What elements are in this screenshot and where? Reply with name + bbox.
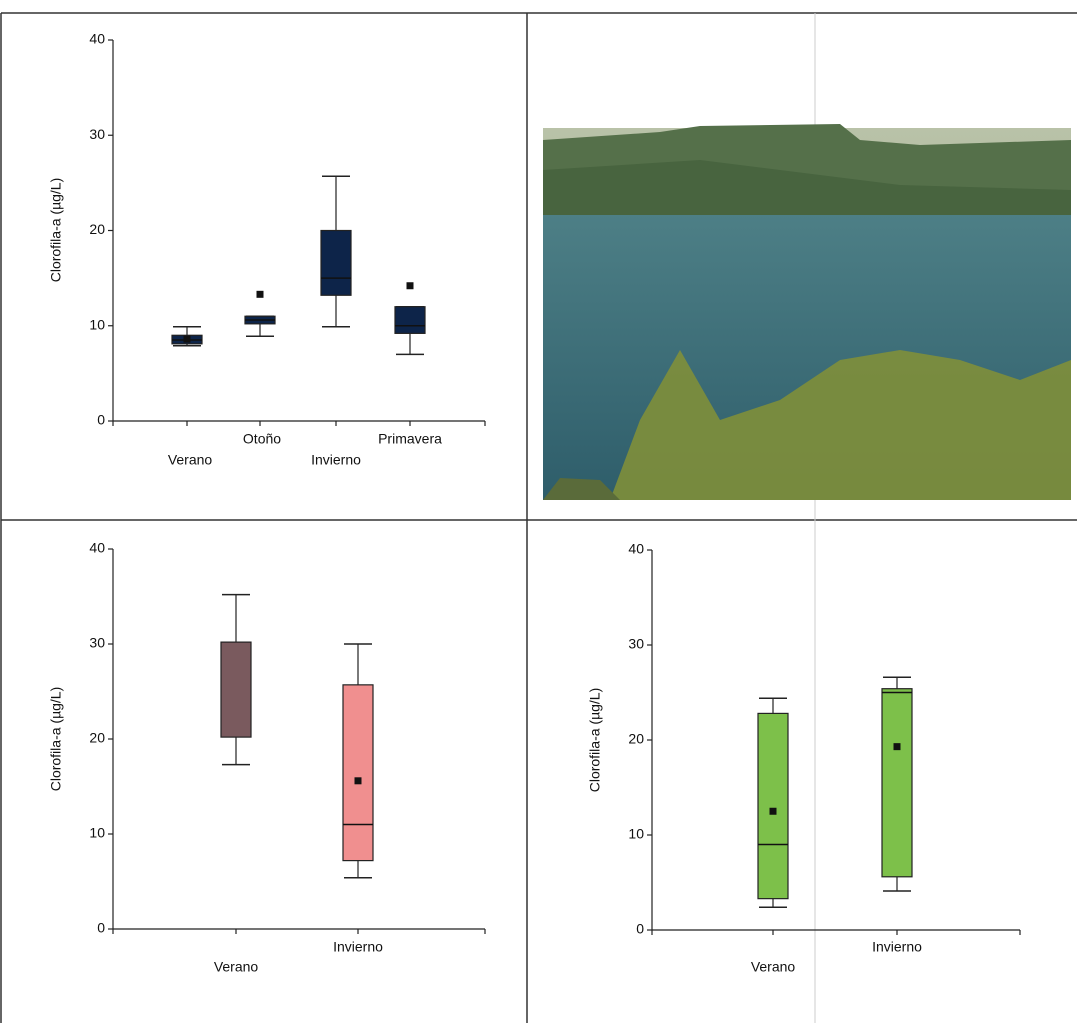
- x-tick-label: Invierno: [333, 939, 383, 955]
- box: [220, 641, 252, 738]
- y-axis-label: Clorofila-a (µg/L): [48, 178, 64, 283]
- box: [342, 684, 374, 862]
- mean-marker: [354, 777, 362, 785]
- y-tick-label: 30: [628, 636, 644, 652]
- mean-marker: [769, 807, 777, 815]
- y-tick-label: 30: [89, 635, 105, 651]
- box: [881, 688, 913, 878]
- lake-photo: [543, 124, 1071, 500]
- x-tick-label: Invierno: [872, 939, 922, 955]
- y-tick-label: 40: [89, 31, 105, 47]
- y-tick-label: 0: [97, 412, 105, 428]
- x-tick-label: Primavera: [378, 431, 442, 447]
- y-tick-label: 40: [628, 541, 644, 557]
- box: [394, 306, 426, 334]
- y-tick-label: 20: [89, 221, 105, 237]
- y-axis-label: Clorofila-a (µg/L): [48, 687, 64, 792]
- mean-marker: [256, 290, 264, 298]
- mean-marker: [406, 282, 414, 290]
- box: [320, 229, 352, 296]
- y-tick-label: 0: [636, 921, 644, 937]
- box: [757, 712, 789, 900]
- y-tick-label: 20: [628, 731, 644, 747]
- y-tick-label: 30: [89, 126, 105, 142]
- x-tick-label: Verano: [751, 959, 796, 975]
- x-tick-label: Otoño: [243, 431, 281, 447]
- y-tick-label: 20: [89, 730, 105, 746]
- y-tick-label: 10: [628, 826, 644, 842]
- mean-marker: [893, 743, 901, 751]
- x-tick-label: Verano: [168, 452, 213, 468]
- mean-marker: [183, 335, 191, 343]
- x-tick-label: Verano: [214, 959, 259, 975]
- y-tick-label: 0: [97, 920, 105, 936]
- y-axis-label: Clorofila-a (µg/L): [587, 688, 603, 793]
- y-tick-label: 10: [89, 316, 105, 332]
- x-tick-label: Invierno: [311, 452, 361, 468]
- y-tick-label: 10: [89, 825, 105, 841]
- y-tick-label: 40: [89, 540, 105, 556]
